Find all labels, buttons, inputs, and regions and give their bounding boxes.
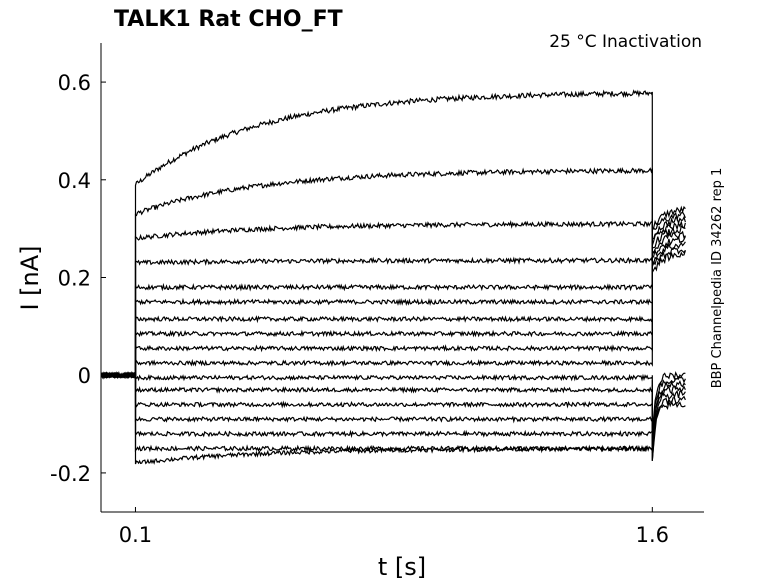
trace-line-15 bbox=[100, 371, 686, 453]
side-note: BBP Channelpedia ID 34262 rep 1 bbox=[710, 168, 725, 389]
trace-line-7 bbox=[100, 235, 686, 379]
x-axis-label: t [s] bbox=[378, 553, 426, 581]
traces bbox=[100, 89, 686, 465]
chart-annotation: 25 °C Inactivation bbox=[549, 32, 702, 52]
trace-line-12 bbox=[100, 371, 686, 437]
y-tick-label: 0.4 bbox=[58, 169, 91, 193]
trace-line-11 bbox=[100, 370, 686, 432]
ticks: -0.2 0 0.2 0.4 0.6 0.1 1.6 bbox=[50, 71, 669, 547]
x-tick-label: 0.1 bbox=[119, 523, 152, 547]
x-tick-label: 1.6 bbox=[636, 523, 669, 547]
y-tick-label: -0.2 bbox=[50, 462, 91, 486]
trace-line-1 bbox=[100, 89, 686, 379]
trace-line-14 bbox=[100, 371, 686, 448]
trace-line-8 bbox=[100, 241, 686, 379]
trace-line-4 bbox=[100, 219, 686, 379]
y-tick-label: 0.6 bbox=[58, 71, 91, 95]
y-tick-label: 0 bbox=[78, 364, 91, 388]
axes bbox=[100, 43, 704, 513]
trace-line-13 bbox=[100, 372, 686, 441]
trace-line-3 bbox=[100, 215, 686, 379]
chart-title: TALK1 Rat CHO_FT bbox=[114, 7, 343, 32]
trace-line-17 bbox=[100, 371, 686, 465]
trace-line-5 bbox=[100, 225, 686, 380]
trace-line-10 bbox=[100, 250, 686, 379]
trace-line-2 bbox=[100, 166, 686, 380]
y-axis-label: I [nA] bbox=[16, 245, 44, 310]
trace-line-6 bbox=[100, 230, 686, 379]
trace-line-9 bbox=[100, 247, 686, 380]
y-tick-label: 0.2 bbox=[58, 267, 91, 291]
